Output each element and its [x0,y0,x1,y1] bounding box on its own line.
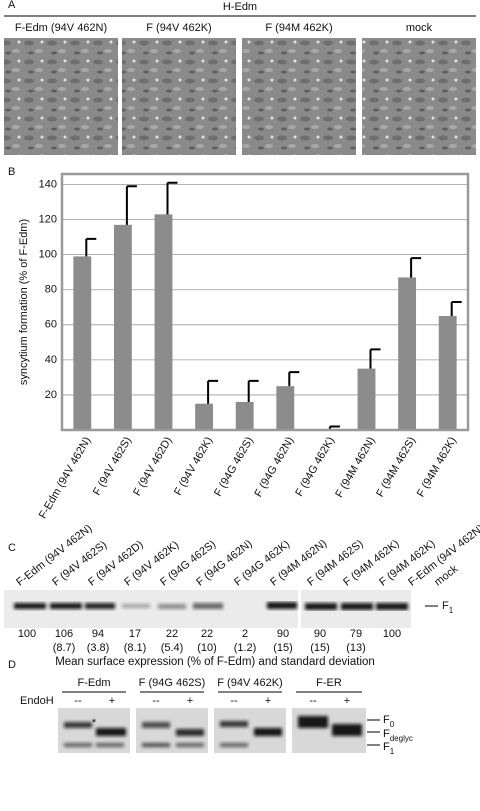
band-label: F1 [383,741,395,756]
bar [195,403,214,430]
y-tick-label: 100 [39,249,57,261]
band-label: Fdeglyc [383,728,413,743]
error-bar [410,257,422,278]
blot-c [4,590,438,628]
expression-sd: (8.1) [124,642,147,654]
asterisk: * [92,717,97,729]
x-tick-label: F (94G 462N) [252,435,296,499]
panel-letter: D [8,659,16,671]
expression-value: 22 [166,628,178,640]
bar [235,401,254,430]
expression-sd: (15) [310,642,330,654]
x-tick-label: F (94G 462K) [293,435,337,499]
group-label: F-ER [316,677,342,689]
image-label: F-Edm (94V 462N) [15,22,107,34]
error-bar [247,379,259,402]
expression-value: 2 [242,628,248,640]
group-label: F (94V 462K) [217,677,282,689]
expression-sd: (5.4) [161,642,184,654]
band-label: F0 [383,714,395,729]
expression-sd: (3.8) [87,642,110,654]
expression-sd: (13) [346,642,366,654]
expression-sd: (15) [273,642,293,654]
x-tick-label: F (94V 462K) [172,435,215,498]
expression-value: 100 [383,628,401,640]
x-tick-label: F-Edm (94V 462N) [37,435,94,521]
expression-value: 79 [350,628,362,640]
x-tick-label: F (94M 462K) [415,435,459,499]
band-label-main: F [383,741,390,753]
micrographs [4,38,476,155]
treatment: + [109,695,115,707]
expression-value: 22 [201,628,213,640]
error-bar [288,371,300,387]
panel-letter: C [8,542,16,554]
image-label: mock [406,22,433,34]
error-bar [207,379,219,404]
y-tick-label: 40 [45,354,57,366]
treatment: + [344,695,350,707]
x-tick-label: F (94V 462S) [91,435,134,498]
expression-value: 106 [55,628,73,640]
bar [357,368,376,430]
error-bar [369,348,381,369]
expression-value: 94 [92,628,104,640]
group-label: F-Edm [78,677,111,689]
y-tick-label: 120 [39,213,57,225]
band-label-sub: deglyc [390,734,413,743]
expression-value: 90 [277,628,289,640]
expression-sd: (10) [197,642,217,654]
band-label: F1 [442,600,454,615]
error-bar [450,301,462,317]
treatment: -- [74,695,82,707]
x-tick-label: F (94M 462N) [333,435,377,500]
caption: Mean surface expression (% of F-Edm) and… [55,656,375,668]
x-tick-label: F (94V 462D) [131,435,174,498]
blot-d [58,708,380,753]
band-label-sub: 0 [390,720,395,729]
y-tick-label: 60 [45,319,57,331]
image-label: F (94M 462K) [265,22,332,34]
x-tick-label: F (94M 462S) [374,435,418,499]
treatment: -- [230,695,238,707]
treatment: + [187,695,193,707]
group-label: F (94G 462S) [139,677,206,689]
expression-sd: (1.2) [234,642,257,654]
bar [276,386,295,430]
bar [113,224,132,430]
panel-letter: A [8,0,16,11]
plot-border [60,172,470,432]
treatment: + [265,695,271,707]
band-label-sub: 1 [390,747,395,756]
band-label-main: F [383,714,390,726]
error-bar [125,185,137,225]
expression-value: 100 [18,628,36,640]
band-label-main: F [383,728,390,740]
bar [438,316,457,430]
x-tick-label: F (94G 462S) [212,435,256,499]
expression-sd: (8.7) [53,642,76,654]
bar [398,277,417,430]
expression-value: 17 [129,628,141,640]
treatment: -- [309,695,317,707]
y-tick-label: 20 [45,389,57,401]
image-label: F (94V 462K) [146,22,211,34]
error-bar [166,181,178,215]
error-bar [85,237,97,257]
band-label-sub: 1 [449,606,454,615]
bar [154,214,173,430]
expression-value: 90 [314,628,326,640]
treatment: -- [152,695,160,707]
y-axis-label: syncytium formation (% of F-Edm) [18,219,30,385]
panel-a-title: H-Edm [223,1,257,13]
band-label-main: F [442,600,449,612]
y-tick-label: 140 [39,178,57,190]
bar [73,256,92,430]
y-tick-label: 80 [45,284,57,296]
treatment-label: EndoH [20,695,54,707]
panel-letter: B [8,166,15,178]
